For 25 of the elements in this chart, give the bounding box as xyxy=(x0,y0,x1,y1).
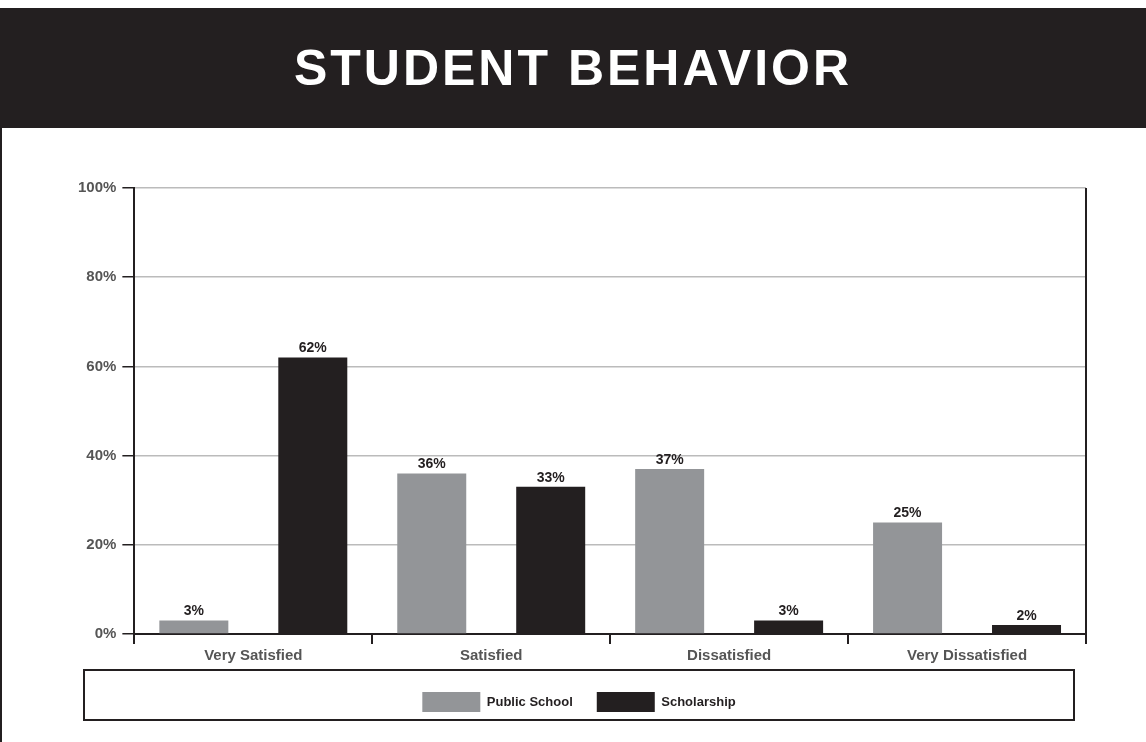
x-tick-label: Very Dissatisfied xyxy=(907,646,1028,664)
data-label: 3% xyxy=(183,602,205,619)
y-tick-label: 80% xyxy=(86,267,117,285)
data-label: 2% xyxy=(1016,606,1038,623)
x-tick-label: Dissatisfied xyxy=(687,646,772,664)
x-tick-label: Very Satisfied xyxy=(204,646,303,664)
data-label: 37% xyxy=(655,450,685,467)
y-tick-label: 40% xyxy=(86,445,117,463)
x-tick-label: Satisfied xyxy=(459,646,523,664)
y-tick-label: 60% xyxy=(86,356,117,374)
data-label: 36% xyxy=(417,455,447,472)
chart-title: STUDENT BEHAVIOR xyxy=(0,8,1146,128)
data-label: 62% xyxy=(298,339,328,356)
bar xyxy=(159,620,229,634)
bar xyxy=(635,468,705,634)
legend-label: Public School xyxy=(486,693,573,709)
legend-label: Scholarship xyxy=(661,693,736,709)
y-tick-label: 20% xyxy=(86,534,117,552)
y-tick-label: 100% xyxy=(77,178,117,196)
bar xyxy=(873,522,943,634)
data-label: 3% xyxy=(778,602,800,619)
data-label: 25% xyxy=(893,504,923,521)
y-tick-label: 0% xyxy=(94,624,117,642)
data-label: 33% xyxy=(536,468,566,485)
bar xyxy=(397,473,467,634)
